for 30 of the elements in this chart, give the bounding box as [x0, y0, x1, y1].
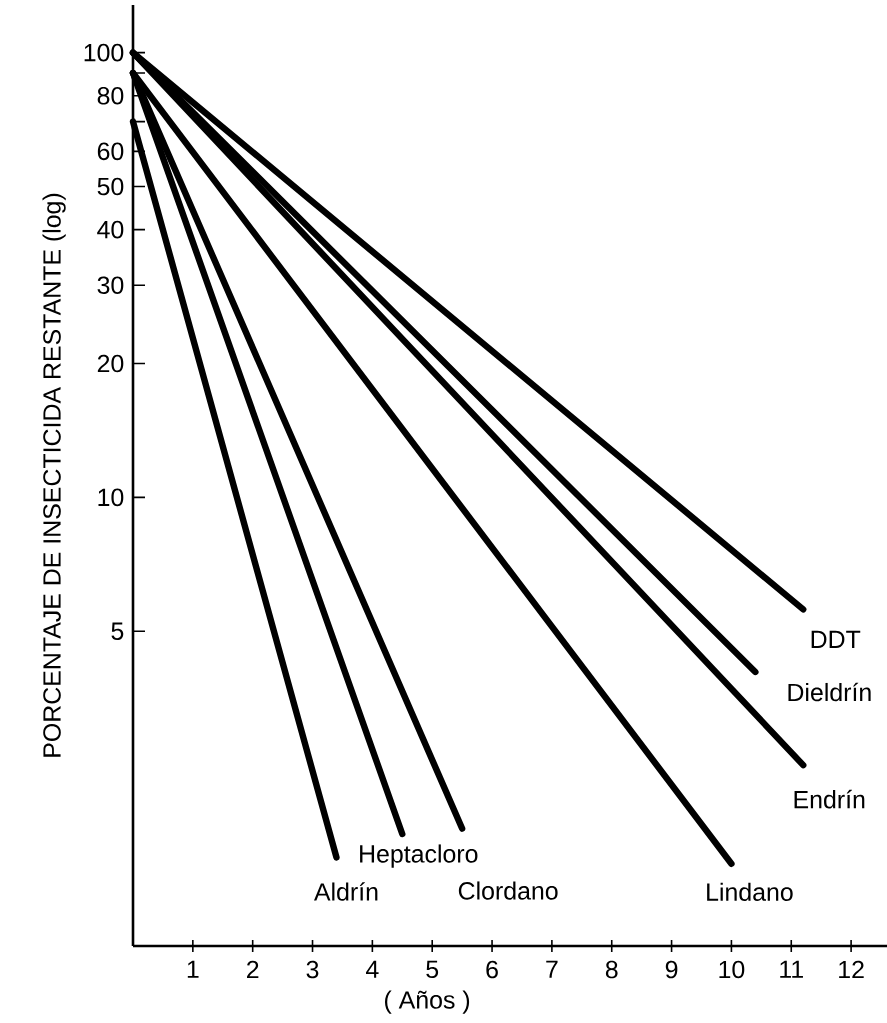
series-label: Dieldrín: [788, 682, 871, 702]
x-tick-label: 5: [426, 960, 439, 979]
y-tick-label: 5: [111, 622, 124, 640]
series-label: Aldrín: [313, 882, 378, 901]
series-label: Endrín: [794, 789, 865, 809]
text: Clordano: [458, 881, 558, 900]
y-tick-label: 80: [97, 86, 124, 105]
x-tick-label: 7: [546, 960, 558, 978]
x-tick-label: 2: [247, 960, 259, 979]
x-tick-label: 12: [839, 960, 864, 979]
y-tick-label: 10: [98, 488, 124, 507]
y-tick-label: 60: [97, 142, 124, 161]
series-label: Lindano: [707, 882, 793, 901]
x-tick-label: 4: [366, 960, 379, 978]
x-tick-label: 9: [665, 960, 678, 979]
y-tick-label: 100: [84, 43, 124, 62]
x-tick-label: 3: [306, 960, 319, 979]
x-tick-label: 6: [486, 960, 498, 979]
x-tick-label: 11: [780, 960, 803, 978]
y-tick-label: 20: [97, 354, 124, 373]
y-tick-label: 40: [97, 220, 124, 239]
series-label: DDT: [811, 630, 861, 648]
x-tick-label: 1: [187, 960, 199, 978]
y-tick-label: 30: [97, 276, 124, 295]
y-tick-label: 50: [97, 177, 124, 196]
x-tick-label: 8: [605, 960, 618, 979]
y-axis-title: PORCENTAJE DE INSECTICIDA RESTANTE (log): [42, 193, 66, 757]
x-tick-label: 10: [719, 960, 745, 979]
series-label: Heptacloro: [360, 844, 478, 868]
x-axis-title: ( Años ): [385, 990, 470, 1014]
